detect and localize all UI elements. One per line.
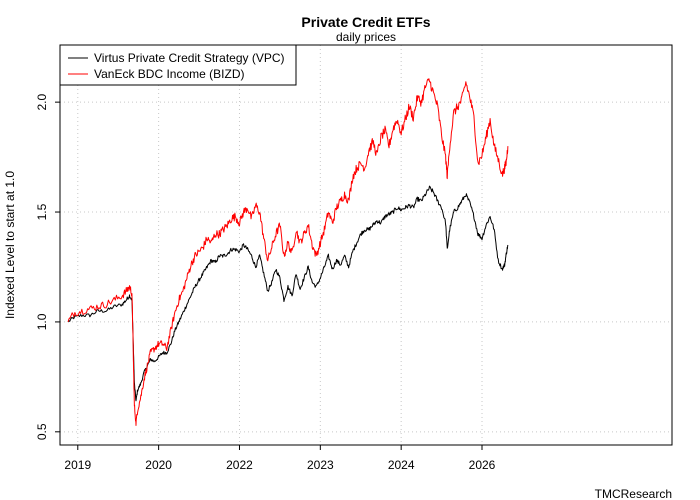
x-tick-label: 2019 (64, 458, 91, 472)
x-tick-label: 2023 (307, 458, 334, 472)
caption: TMCResearch (595, 487, 672, 500)
plot-frame (59, 44, 673, 446)
x-tick-label: 2020 (145, 458, 172, 472)
series-line-vpc (67, 185, 509, 402)
chart-title: Private Credit ETFs (301, 14, 430, 30)
chart-subtitle: daily prices (336, 30, 396, 44)
y-tick-label: 0.5 (35, 423, 49, 440)
legend-label-bizd: VanEck BDC Income (BIZD) (94, 67, 244, 81)
y-tick-label: 1.0 (35, 313, 49, 330)
legend: Virtus Private Credit Strategy (VPC) Van… (59, 44, 297, 86)
y-tick-label: 1.5 (35, 203, 49, 220)
y-tick-label: 2.0 (35, 93, 49, 110)
series-line-bizd (67, 78, 509, 426)
x-tick-label: 2024 (388, 458, 415, 472)
series-lines (67, 78, 509, 426)
grid (60, 45, 672, 445)
legend-label-vpc: Virtus Private Credit Strategy (VPC) (94, 51, 285, 65)
x-tick-label: 2026 (469, 458, 496, 472)
x-tick-label: 2022 (226, 458, 253, 472)
y-axis: 0.5 1.0 1.5 2.0 (35, 93, 60, 440)
y-axis-label: Indexed Level to start at 1.0 (3, 171, 17, 319)
x-axis: 2019 2020 2022 2023 2024 2026 (64, 445, 496, 472)
legend-box (59, 44, 297, 86)
